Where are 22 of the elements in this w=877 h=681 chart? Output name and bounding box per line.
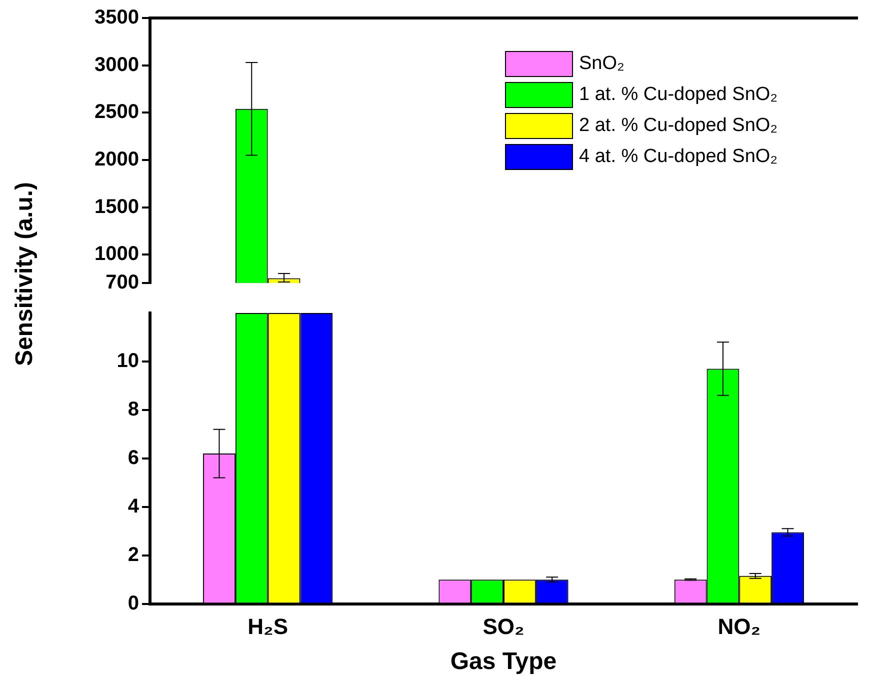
- y-tick-label: 8: [128, 398, 139, 420]
- y-tick-label: 700: [106, 272, 139, 294]
- legend-label: 2 at. % Cu-doped SnO₂: [579, 114, 778, 136]
- x-tick-label: H₂S: [248, 614, 288, 640]
- y-tick-label: 3500: [94, 6, 139, 29]
- y-tick-label: 2000: [94, 148, 139, 170]
- y-tick-label: 4: [128, 495, 140, 518]
- y-tick-label: 2500: [94, 101, 139, 124]
- y-tick-label: 1000: [94, 243, 139, 266]
- y-tick-label: 3000: [94, 54, 139, 76]
- y-tick-label: 0: [128, 592, 139, 614]
- y-tick-label: 1500: [94, 196, 139, 218]
- y-tick-label: 6: [128, 446, 139, 469]
- legend-label: SnO₂: [579, 52, 624, 74]
- x-axis-title: Gas Type: [450, 648, 557, 676]
- y-axis-title: Sensitivity (a.u.): [11, 180, 39, 368]
- y-tick-label: 10: [116, 350, 139, 372]
- legend-label: 4 at. % Cu-doped SnO₂: [579, 146, 778, 168]
- x-tick-label: NO₂: [718, 614, 761, 640]
- legend-label: 1 at. % Cu-doped SnO₂: [579, 84, 778, 106]
- x-tick-label: SO₂: [482, 614, 524, 640]
- y-tick-label: 2: [128, 544, 139, 566]
